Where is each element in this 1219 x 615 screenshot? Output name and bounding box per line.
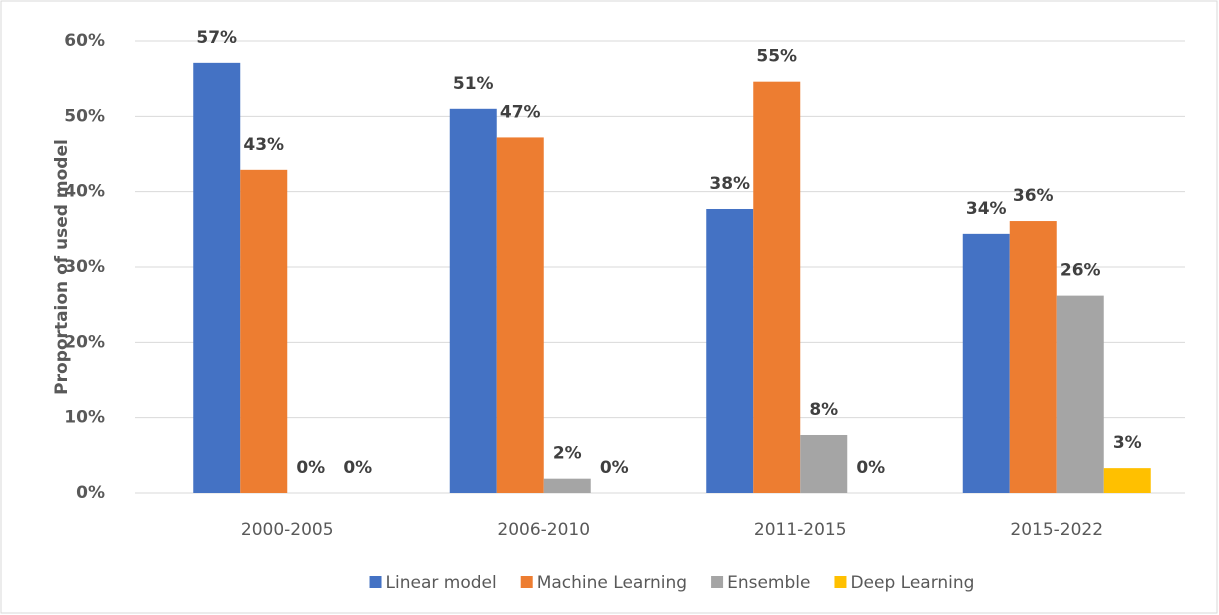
bar: [753, 81, 801, 494]
y-tick-label: 40%: [64, 182, 105, 202]
value-label: 0%: [856, 458, 885, 478]
legend-label: Deep Learning: [850, 573, 974, 593]
x-tick-label: 2006-2010: [497, 520, 590, 540]
bar: [240, 169, 288, 493]
legend-swatch: [369, 576, 382, 588]
value-label: 47%: [500, 102, 541, 122]
value-label: 2%: [553, 444, 582, 464]
y-axis-title: Proportaion of used model: [52, 139, 72, 395]
y-tick-label: 60%: [64, 31, 105, 51]
value-label: 34%: [966, 199, 1007, 219]
legend-label: Linear model: [386, 573, 497, 593]
value-label: 55%: [756, 47, 797, 67]
value-label: 3%: [1113, 433, 1142, 453]
legend-swatch: [520, 576, 533, 588]
x-tick-label: 2015-2022: [1010, 520, 1103, 540]
bar: [1056, 295, 1104, 493]
legend-label: Ensemble: [727, 573, 810, 593]
bar: [962, 233, 1010, 493]
bar: [496, 137, 544, 493]
value-label: 38%: [709, 174, 750, 194]
bar: [800, 434, 848, 493]
y-tick-label: 20%: [64, 332, 105, 352]
bar: [543, 478, 591, 493]
bar: [449, 108, 497, 494]
legend-swatch: [711, 576, 724, 588]
value-label: 0%: [343, 458, 372, 478]
y-tick-label: 10%: [64, 408, 105, 428]
value-label: 0%: [600, 458, 629, 478]
value-label: 0%: [296, 458, 325, 478]
bar: [1009, 221, 1057, 493]
x-tick-label: 2011-2015: [754, 520, 847, 540]
value-label: 8%: [809, 400, 838, 420]
y-tick-label: 0%: [76, 483, 105, 503]
value-label: 26%: [1060, 261, 1101, 281]
value-label: 57%: [196, 28, 237, 48]
bar: [1103, 468, 1151, 493]
legend-label: Machine Learning: [537, 573, 687, 593]
value-label: 51%: [453, 74, 494, 94]
bar: [706, 208, 754, 493]
bar: [193, 62, 241, 493]
value-label: 36%: [1013, 186, 1054, 206]
y-tick-label: 30%: [64, 257, 105, 277]
value-label: 43%: [243, 135, 284, 155]
legend-swatch: [834, 576, 847, 588]
y-tick-label: 50%: [64, 106, 105, 126]
x-tick-label: 2000-2005: [241, 520, 334, 540]
